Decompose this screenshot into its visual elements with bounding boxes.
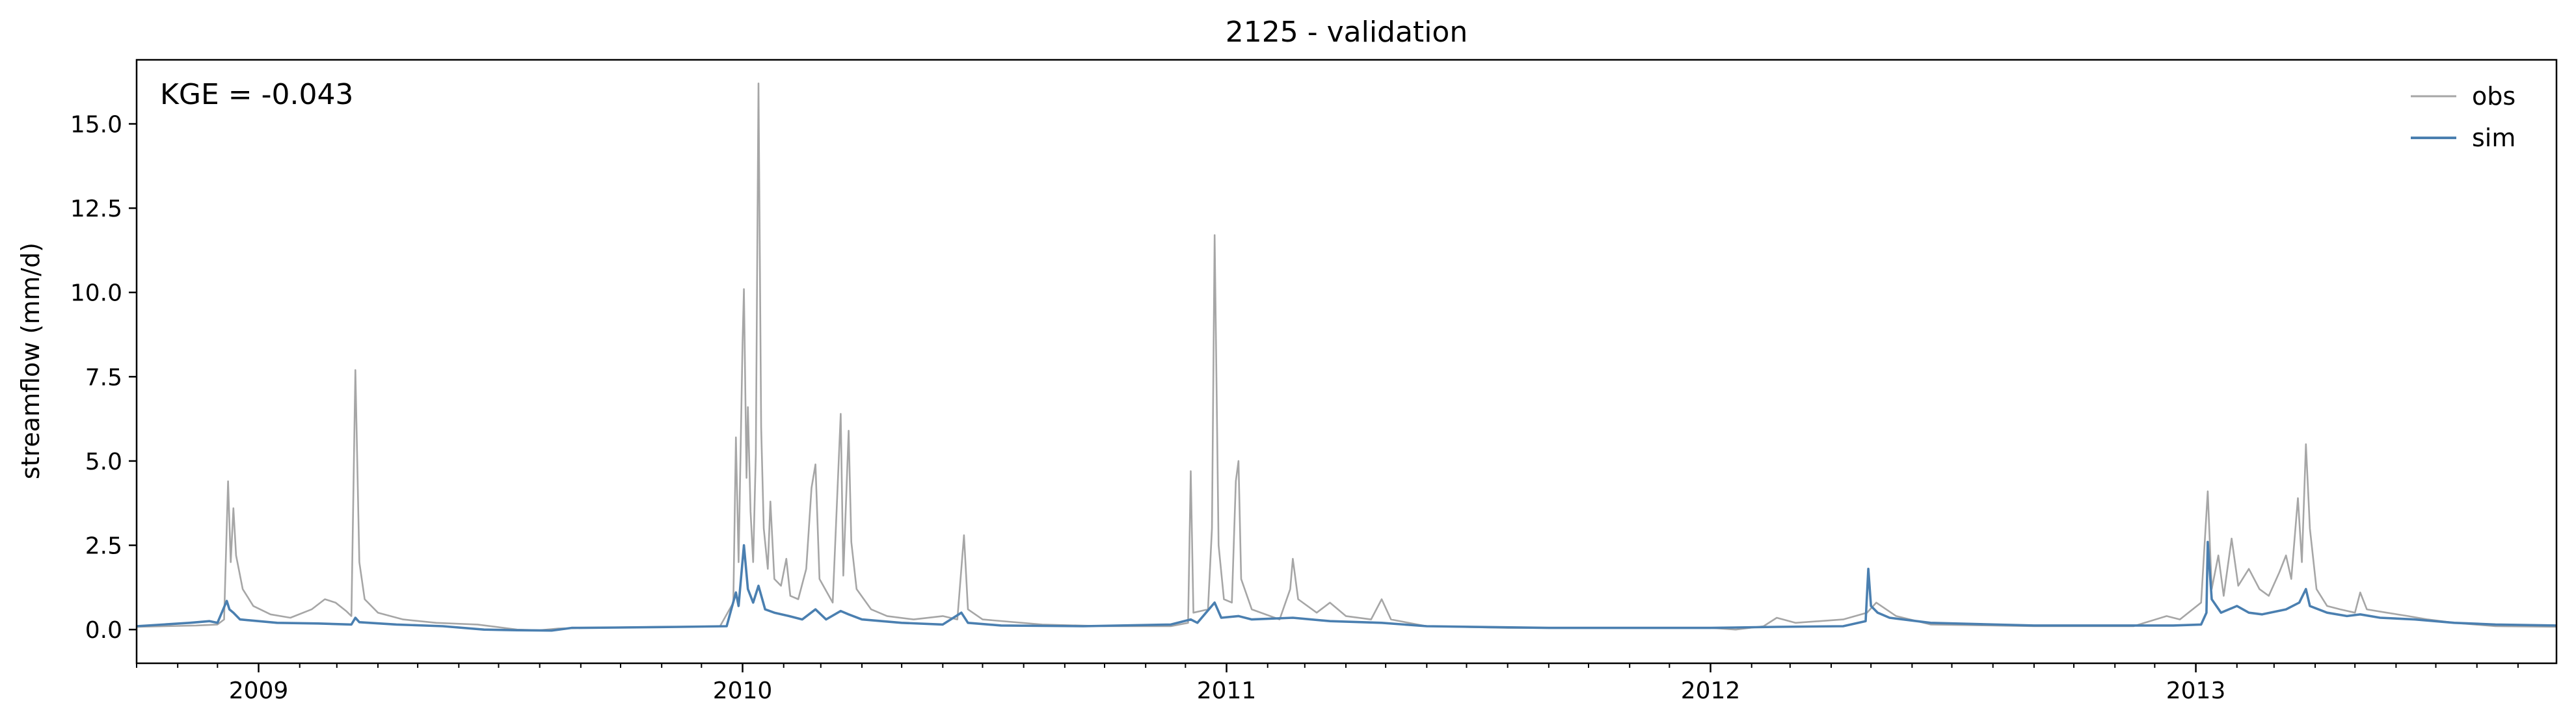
x-tick-label: 2011: [1197, 678, 1257, 704]
x-ticks: 2009 2010 2011 2012 2013: [136, 663, 2519, 704]
legend: obs sim: [2411, 82, 2516, 152]
y-axis-label: streamflow (mm/d): [16, 243, 45, 479]
y-tick-label: 7.5: [85, 364, 122, 391]
legend-label-sim: sim: [2472, 124, 2516, 152]
kge-annotation: KGE = -0.043: [160, 78, 353, 111]
x-tick-label: 2009: [229, 678, 289, 704]
y-tick-label: 10.0: [70, 280, 122, 307]
x-tick-label: 2013: [2166, 678, 2226, 704]
legend-label-obs: obs: [2472, 82, 2516, 111]
x-tick-label: 2012: [1681, 678, 1741, 704]
y-tick-label: 2.5: [85, 533, 122, 560]
y-ticks: 0.0 2.5 5.0 7.5 10.0 12.5 15.0: [70, 112, 137, 644]
y-tick-label: 12.5: [70, 196, 122, 222]
series-layer: [136, 83, 2557, 632]
y-tick-label: 15.0: [70, 112, 122, 139]
plot-frame: [135, 59, 2558, 665]
x-tick-label: 2010: [713, 678, 773, 704]
series-line-sim: [136, 540, 2557, 632]
y-tick-label: 0.0: [85, 617, 122, 644]
plot-area: 0.0 2.5 5.0 7.5 10.0 12.5 15.0 2009 2010 2011 201…: [70, 59, 2558, 704]
chart-title: 2125 - validation: [1226, 16, 1468, 49]
y-tick-label: 5.0: [85, 449, 122, 475]
